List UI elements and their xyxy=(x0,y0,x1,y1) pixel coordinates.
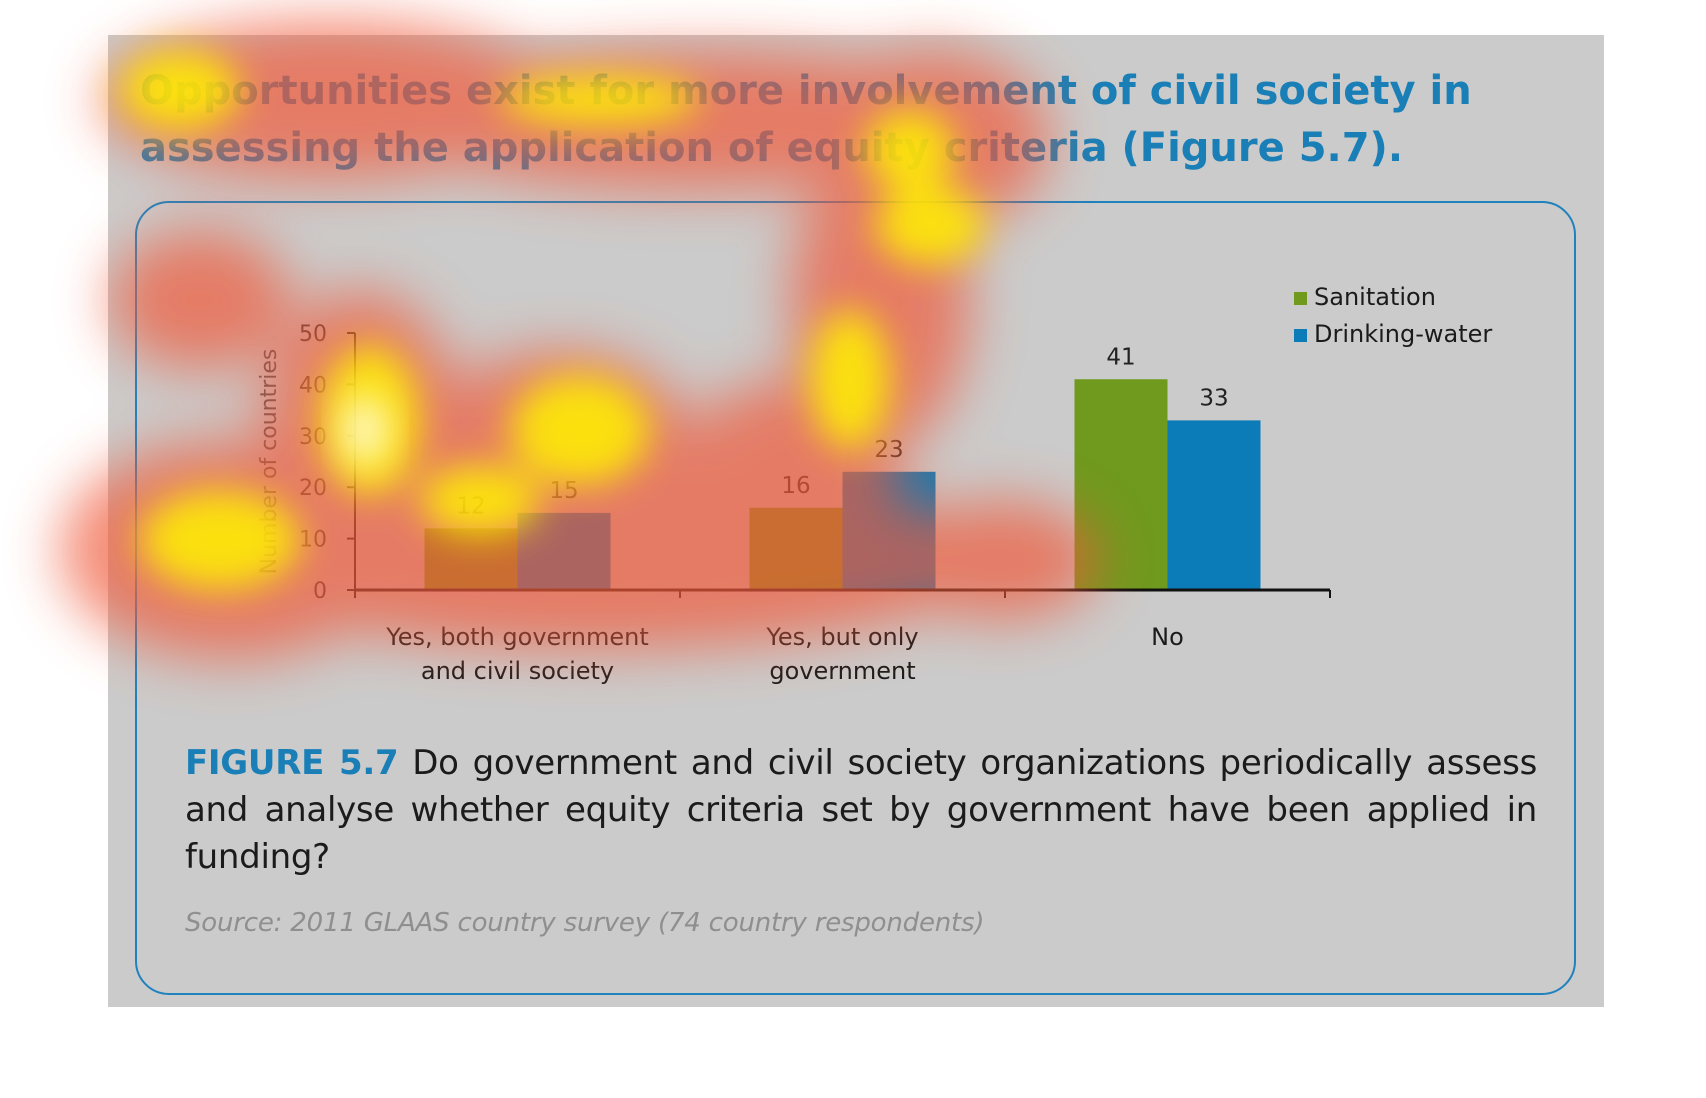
bar-sanitation xyxy=(749,507,843,590)
legend: Sanitation Drinking-water xyxy=(1294,283,1492,348)
bar-value-label: 23 xyxy=(874,437,903,463)
bar-value-label: 16 xyxy=(781,473,810,499)
x-category-label: and civil society xyxy=(421,657,614,685)
bar-value-label: 41 xyxy=(1106,344,1135,370)
legend-swatch xyxy=(1294,292,1307,305)
bar-drinking-water xyxy=(517,512,611,590)
bar-value-label: 15 xyxy=(549,478,578,504)
legend-swatch xyxy=(1294,329,1307,342)
y-axis-title: Number of countries xyxy=(257,349,282,575)
bar-sanitation xyxy=(1074,379,1168,590)
figure-caption: FIGURE 5.7 Do government and civil socie… xyxy=(185,740,1537,881)
y-axis: 0 10 20 30 40 50 Number of countries xyxy=(257,322,356,604)
figure-label: FIGURE 5.7 xyxy=(185,743,399,783)
y-tick-label: 30 xyxy=(299,425,327,450)
x-category-label: Yes, both government xyxy=(385,623,648,651)
y-tick-label: 20 xyxy=(299,476,327,501)
legend-label: Drinking-water xyxy=(1314,320,1492,348)
x-category-label: Yes, but only xyxy=(765,623,918,651)
bar-sanitation xyxy=(424,528,518,590)
figure-question: Do government and civil society organiza… xyxy=(185,743,1538,877)
source-note: Source: 2011 GLAAS country survey (74 co… xyxy=(185,908,985,938)
bar-drinking-water xyxy=(1167,420,1261,590)
x-axis: Yes, both government and civil society Yes… xyxy=(354,588,1331,685)
legend-label: Sanitation xyxy=(1314,283,1436,311)
x-category-label: No xyxy=(1151,623,1184,651)
y-tick-label: 50 xyxy=(299,322,327,347)
bar-value-label: 12 xyxy=(456,493,485,519)
y-tick-label: 10 xyxy=(299,528,327,553)
y-tick-label: 40 xyxy=(299,373,327,398)
bar-drinking-water xyxy=(842,471,936,590)
x-category-label: government xyxy=(769,657,915,685)
y-tick-label: 0 xyxy=(313,579,327,604)
bar-value-label: 33 xyxy=(1199,385,1228,411)
